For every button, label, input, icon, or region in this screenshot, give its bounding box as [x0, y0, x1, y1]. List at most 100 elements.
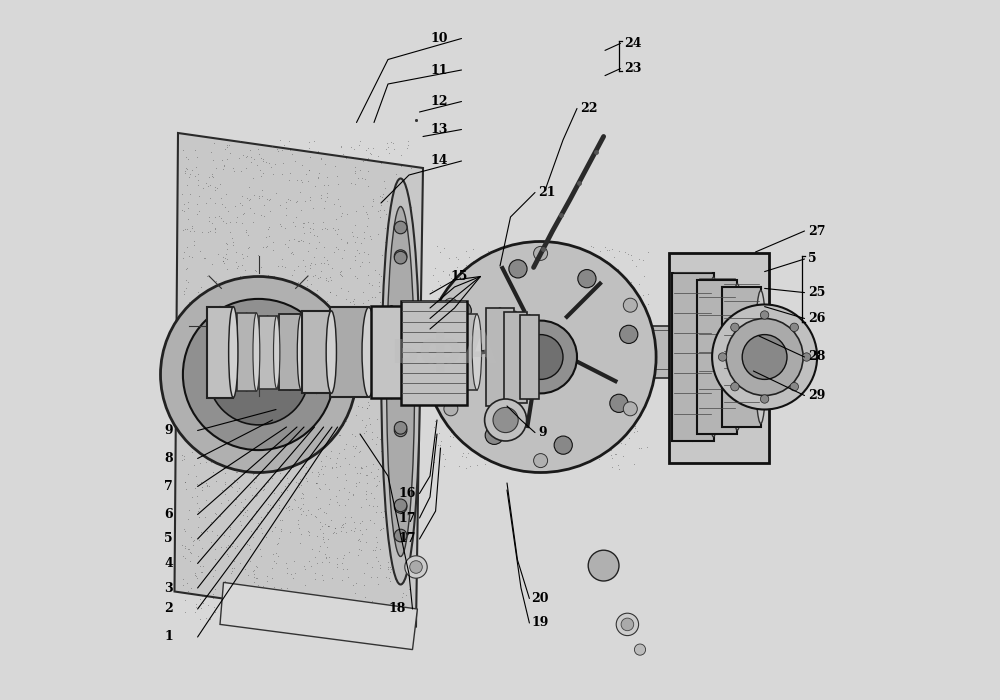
- Point: [467, 286, 483, 297]
- Point: [183, 548, 199, 559]
- Point: [333, 233, 349, 244]
- Point: [261, 300, 277, 311]
- Point: [287, 371, 303, 382]
- Point: [192, 246, 208, 257]
- Point: [563, 283, 579, 294]
- Point: [464, 409, 480, 420]
- Point: [377, 320, 393, 331]
- Point: [588, 334, 604, 345]
- Point: [402, 270, 418, 281]
- Point: [608, 369, 624, 380]
- Point: [332, 308, 348, 319]
- Point: [277, 480, 293, 491]
- Point: [177, 540, 193, 552]
- Point: [712, 365, 728, 377]
- Point: [720, 397, 736, 408]
- Point: [613, 428, 629, 439]
- Point: [476, 405, 492, 416]
- Point: [720, 434, 736, 445]
- Point: [219, 548, 235, 559]
- Point: [510, 267, 526, 278]
- Point: [493, 402, 509, 414]
- Point: [717, 337, 733, 348]
- Point: [751, 442, 767, 453]
- Point: [401, 584, 417, 595]
- Point: [186, 535, 202, 546]
- Point: [589, 382, 605, 393]
- Point: [600, 346, 616, 357]
- Point: [721, 356, 737, 368]
- Point: [434, 320, 450, 331]
- Point: [221, 139, 237, 150]
- Point: [370, 205, 386, 216]
- Point: [682, 365, 698, 376]
- Circle shape: [790, 323, 798, 332]
- Point: [614, 307, 630, 318]
- Point: [232, 558, 248, 569]
- Point: [542, 350, 558, 361]
- Point: [751, 396, 767, 407]
- Point: [673, 442, 689, 453]
- Point: [672, 273, 688, 284]
- Point: [207, 197, 223, 209]
- Point: [667, 300, 683, 311]
- Point: [549, 255, 565, 266]
- Point: [312, 272, 328, 283]
- Point: [325, 321, 341, 332]
- Point: [248, 598, 264, 610]
- Point: [536, 400, 552, 412]
- Point: [507, 407, 523, 419]
- Point: [235, 252, 251, 263]
- Point: [399, 445, 415, 456]
- Point: [635, 290, 651, 301]
- Point: [613, 438, 629, 449]
- Point: [617, 328, 633, 339]
- Point: [430, 293, 446, 304]
- Point: [720, 449, 736, 461]
- Point: [272, 199, 288, 211]
- Point: [255, 306, 271, 317]
- Point: [326, 526, 342, 537]
- Point: [542, 398, 558, 409]
- Point: [736, 311, 752, 322]
- Point: [752, 292, 768, 303]
- Point: [693, 290, 709, 301]
- Point: [335, 340, 351, 351]
- Point: [393, 298, 409, 309]
- Point: [311, 293, 327, 304]
- Point: [247, 265, 263, 276]
- Point: [427, 339, 443, 350]
- Point: [458, 286, 474, 297]
- Point: [234, 384, 250, 395]
- Point: [190, 168, 206, 179]
- Point: [174, 449, 190, 460]
- Circle shape: [485, 426, 503, 444]
- Point: [669, 365, 685, 376]
- Point: [234, 190, 250, 202]
- Point: [176, 450, 192, 461]
- Point: [174, 454, 190, 465]
- Point: [391, 274, 407, 286]
- Point: [400, 324, 416, 335]
- Point: [255, 484, 271, 496]
- Point: [460, 447, 476, 458]
- Point: [283, 318, 299, 330]
- Point: [360, 181, 376, 192]
- Point: [370, 229, 386, 240]
- Point: [319, 325, 335, 336]
- Point: [468, 347, 484, 358]
- Point: [450, 381, 466, 392]
- Point: [295, 416, 311, 428]
- Point: [312, 295, 328, 307]
- Point: [368, 369, 384, 380]
- Point: [207, 543, 223, 554]
- Point: [691, 353, 707, 364]
- Point: [727, 449, 743, 461]
- Point: [471, 373, 487, 384]
- Point: [332, 200, 348, 211]
- Point: [404, 345, 420, 356]
- Point: [357, 592, 373, 603]
- Point: [586, 323, 602, 334]
- Point: [505, 278, 521, 289]
- Point: [672, 287, 688, 298]
